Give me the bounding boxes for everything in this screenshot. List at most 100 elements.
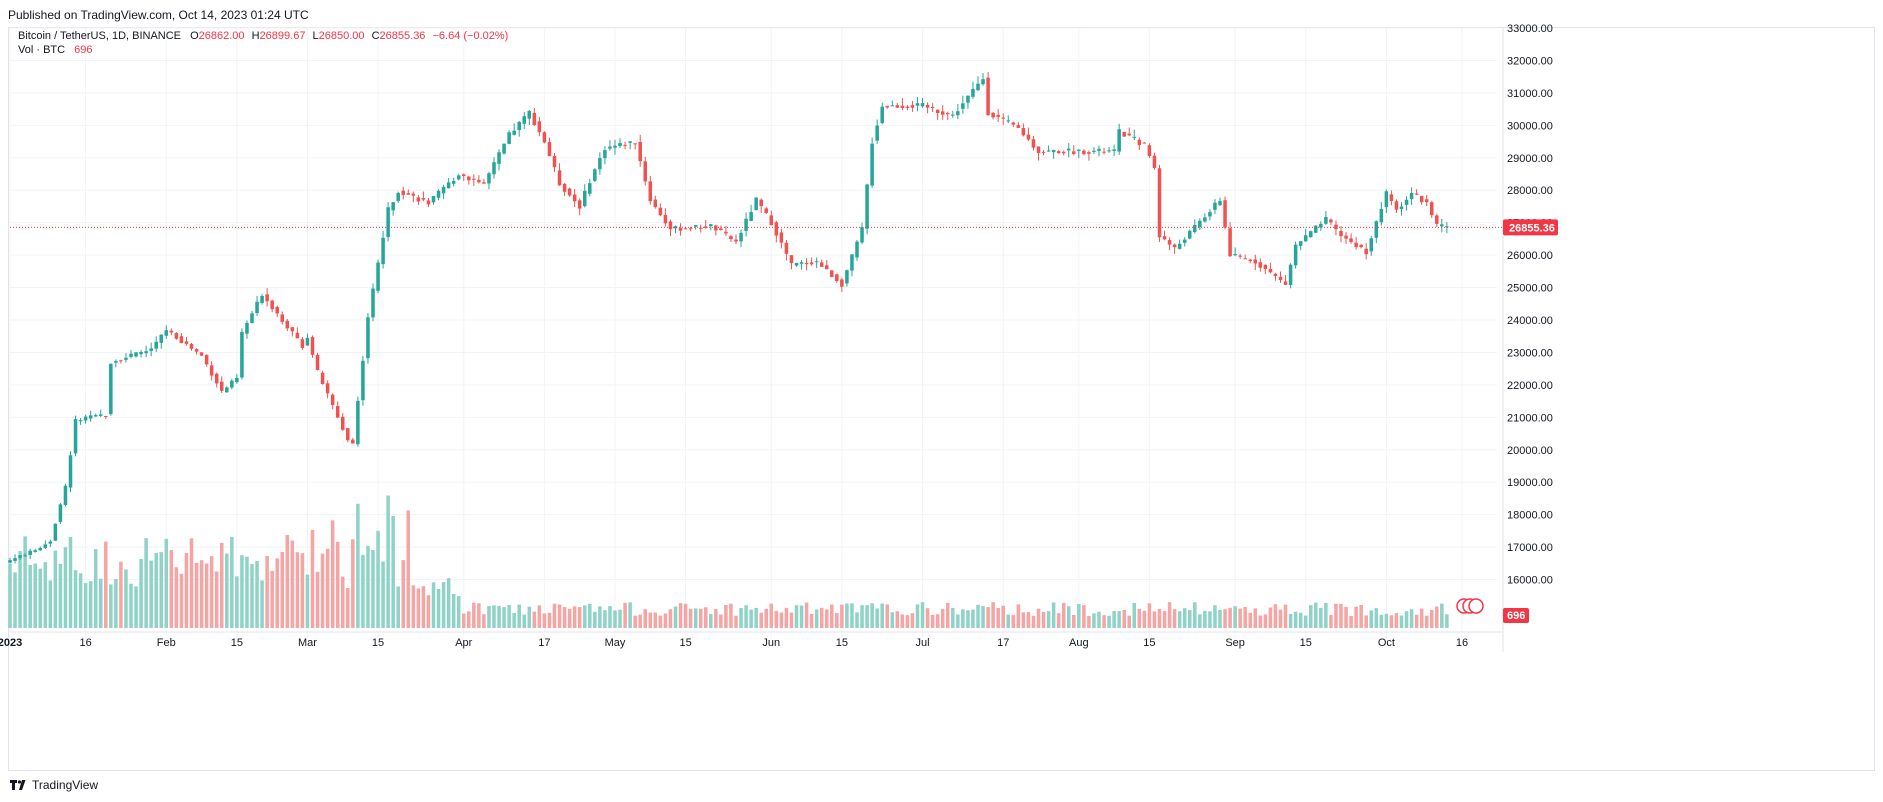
volume-bar xyxy=(507,604,511,628)
price-axis-tick: 25000.00 xyxy=(1507,283,1553,295)
volume-bar xyxy=(532,611,537,628)
candle-body xyxy=(1419,196,1424,203)
volume-bar xyxy=(1308,605,1313,628)
candle-body xyxy=(1440,224,1444,227)
volume-bar xyxy=(613,610,617,628)
candle-body xyxy=(598,158,602,170)
volume-bar xyxy=(119,561,123,628)
volume-bar xyxy=(1041,611,1046,628)
volume-bar xyxy=(73,570,78,628)
candle-body xyxy=(1127,133,1132,136)
volume-bar xyxy=(971,609,975,628)
tradingview-footer[interactable]: TradingView xyxy=(10,778,98,792)
candle-body xyxy=(73,419,78,454)
volume-bar xyxy=(628,602,632,628)
candle-body xyxy=(809,262,814,265)
candle-body xyxy=(1193,224,1197,233)
candle-body xyxy=(1344,235,1348,239)
candle-body xyxy=(401,190,406,195)
volume-bar xyxy=(366,545,370,628)
candle-body xyxy=(351,439,355,444)
volume-bar xyxy=(1339,603,1343,628)
candle-body xyxy=(1394,201,1399,210)
candle-body xyxy=(270,300,274,310)
volume-bar xyxy=(1394,613,1399,628)
candle-body xyxy=(300,339,305,348)
symbol-legend: Bitcoin / TetherUS, 1D, BINANCE O26862.0… xyxy=(18,30,508,42)
volume-bar xyxy=(557,604,562,628)
candle-body xyxy=(386,207,390,237)
candle-body xyxy=(1288,264,1293,286)
candle-body xyxy=(588,183,592,194)
volume-bar xyxy=(830,604,834,628)
volume-bar xyxy=(159,552,164,628)
volume-bar xyxy=(68,537,73,628)
volume-bar xyxy=(1177,611,1182,628)
candle-body xyxy=(940,111,945,115)
price-axis-tick: 28000.00 xyxy=(1507,185,1553,197)
candle-body xyxy=(482,182,486,184)
volume-bar xyxy=(819,607,824,628)
volume-bar xyxy=(1092,613,1096,628)
volume-value: 696 xyxy=(74,44,93,56)
change-value: −6.64 (−0.02%) xyxy=(432,30,509,42)
candle-body xyxy=(971,88,975,97)
candle-body xyxy=(1026,134,1031,140)
candle-body xyxy=(98,414,103,416)
candle-body xyxy=(179,336,184,344)
candle-body xyxy=(184,341,189,344)
candle-body xyxy=(461,174,466,177)
volume-bar xyxy=(1248,612,1253,628)
candle-body xyxy=(164,330,169,336)
time-axis-tick: 15 xyxy=(679,637,691,649)
candle-body xyxy=(305,337,310,346)
candle-body xyxy=(320,372,325,385)
close-value: 26855.36 xyxy=(379,30,426,42)
volume-bar xyxy=(678,603,683,628)
candle-body xyxy=(577,200,582,209)
price-axis-tick: 22000.00 xyxy=(1507,380,1553,392)
candle-body xyxy=(124,357,128,360)
volume-bar xyxy=(1142,610,1147,628)
low-value: 26850.00 xyxy=(318,30,365,42)
published-caption: Published on TradingView.com, Oct 14, 20… xyxy=(8,8,309,22)
volume-bar xyxy=(1056,613,1061,628)
candle-body xyxy=(149,348,153,351)
candle-body xyxy=(648,181,653,202)
candle-body xyxy=(774,222,779,236)
volume-bar xyxy=(416,588,421,628)
volume-bar xyxy=(1424,615,1429,628)
volume-bar xyxy=(1440,603,1444,628)
volume-bar xyxy=(734,615,738,628)
volume-bar xyxy=(552,603,557,628)
volume-bar xyxy=(290,540,295,628)
volume-bar xyxy=(63,547,68,628)
time-axis-tick: 15 xyxy=(372,637,384,649)
volume-bar xyxy=(794,605,799,628)
time-axis-tick: Feb xyxy=(157,637,176,649)
candle-body xyxy=(1187,230,1192,239)
volume-bar xyxy=(860,605,864,628)
volume-bar xyxy=(8,563,12,628)
candle-body xyxy=(1213,202,1217,210)
volume-bar xyxy=(1203,610,1207,628)
volume-bar xyxy=(1021,612,1026,628)
volume-bar xyxy=(945,602,950,628)
last-volume-label: 696 xyxy=(1507,610,1525,622)
high-value: 26899.67 xyxy=(259,30,306,42)
volume-bar xyxy=(295,552,300,628)
volume-bar xyxy=(1258,615,1263,628)
candle-body xyxy=(1046,150,1051,152)
candle-body xyxy=(1097,148,1101,151)
candle-body xyxy=(875,125,879,141)
candle-body xyxy=(1132,136,1137,138)
volume-bar xyxy=(451,593,456,628)
volume-bar xyxy=(1278,609,1283,628)
volume-bar xyxy=(537,605,542,628)
volume-bar xyxy=(1107,615,1111,628)
volume-bar xyxy=(1319,607,1323,628)
volume-bar xyxy=(411,585,416,628)
candle-body xyxy=(38,547,43,551)
volume-bar xyxy=(109,584,113,628)
